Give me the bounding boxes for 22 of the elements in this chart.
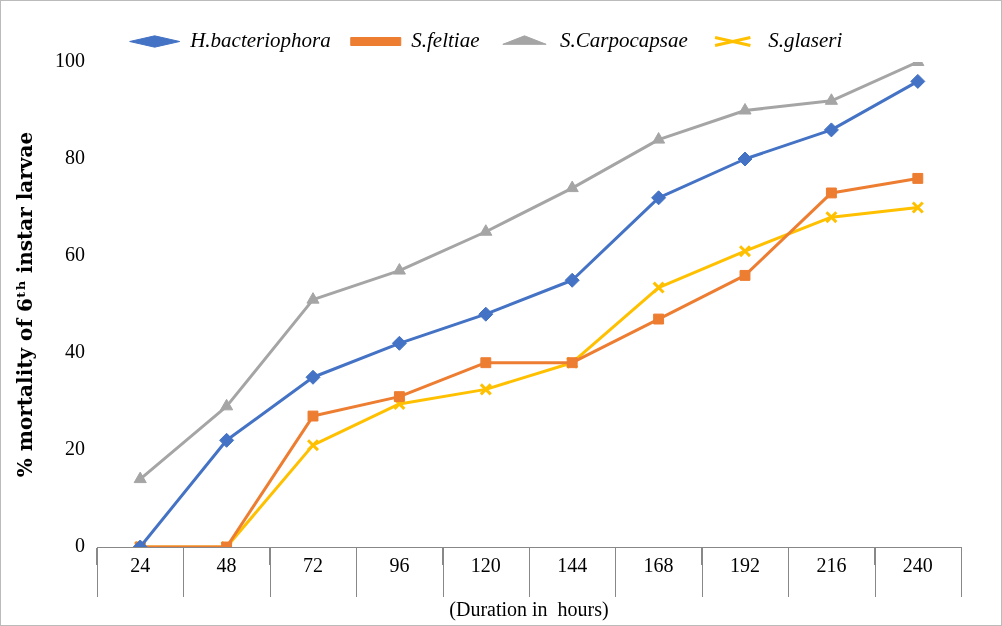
legend-label: S.Carpocapsae (559, 28, 688, 53)
y-tick-label: 0 (75, 534, 85, 557)
legend-label: S.feltiae (411, 28, 480, 53)
x-tick-label: 240 (902, 554, 933, 577)
x-tick-label: 168 (643, 554, 674, 577)
x-tick-label: 96 (389, 554, 410, 577)
x-tick-label: 72 (303, 554, 323, 577)
y-tick-label: 20 (65, 437, 85, 460)
legend-label: H.bacteriophora (189, 28, 331, 53)
x-tick-label: 216 (816, 554, 847, 577)
x-tick-label: 144 (557, 554, 588, 577)
x-tick-label: 120 (470, 554, 501, 577)
x-tick-label: 192 (730, 554, 760, 577)
legend-label: S.glaseri (768, 28, 843, 53)
y-tick-label: 40 (65, 340, 85, 363)
y-tick-label: 80 (65, 146, 85, 169)
x-tick-label: 24 (130, 554, 151, 577)
y-tick-label: 60 (65, 243, 85, 266)
y-axis-title: % mortality of 6ᵗʰ instar larvae (13, 131, 38, 478)
x-tick-label: 48 (216, 554, 237, 577)
x-axis-title: (Duration in hours) (449, 598, 609, 622)
y-tick-label: 100 (55, 49, 85, 72)
